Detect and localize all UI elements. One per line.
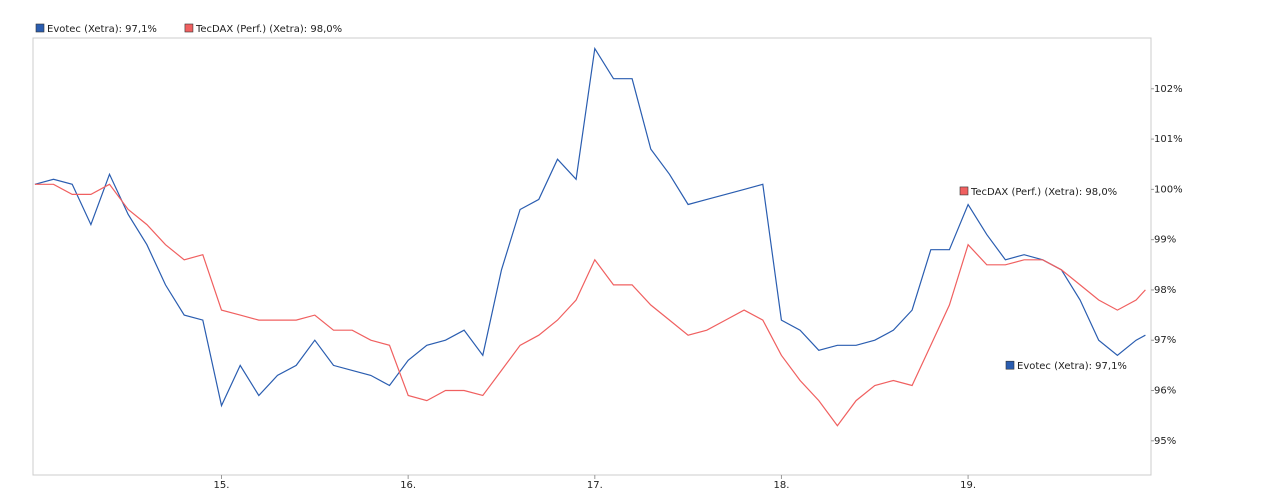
series-line [34, 183, 1146, 427]
end-label: Evotec (Xetra): 97,1% [1017, 361, 1127, 372]
x-tick-label: 17. [587, 480, 603, 491]
y-tick-label: 97% [1154, 335, 1176, 346]
y-tick-label: 95% [1154, 436, 1176, 447]
end-label-swatch [1005, 360, 1015, 370]
y-tick-label: 101% [1154, 134, 1183, 145]
end-label-swatch [959, 186, 969, 196]
x-tick-label: 15. [214, 480, 230, 491]
legend-label: Evotec (Xetra): 97,1% [47, 24, 157, 35]
x-tick-label: 18. [773, 480, 789, 491]
y-tick-label: 102% [1154, 84, 1183, 95]
legend-swatch [184, 23, 194, 33]
y-tick-label: 98% [1154, 285, 1176, 296]
y-tick-label: 100% [1154, 184, 1183, 195]
x-tick-label: 19. [960, 480, 976, 491]
legend-swatch [35, 23, 45, 33]
end-label: TecDAX (Perf.) (Xetra): 98,0% [970, 187, 1117, 198]
legend-label: TecDAX (Perf.) (Xetra): 98,0% [195, 24, 342, 35]
y-tick-label: 99% [1154, 235, 1176, 246]
x-tick-label: 16. [400, 480, 416, 491]
series-line [34, 46, 1146, 408]
plot-frame [32, 37, 1152, 476]
y-tick-label: 96% [1154, 386, 1176, 397]
